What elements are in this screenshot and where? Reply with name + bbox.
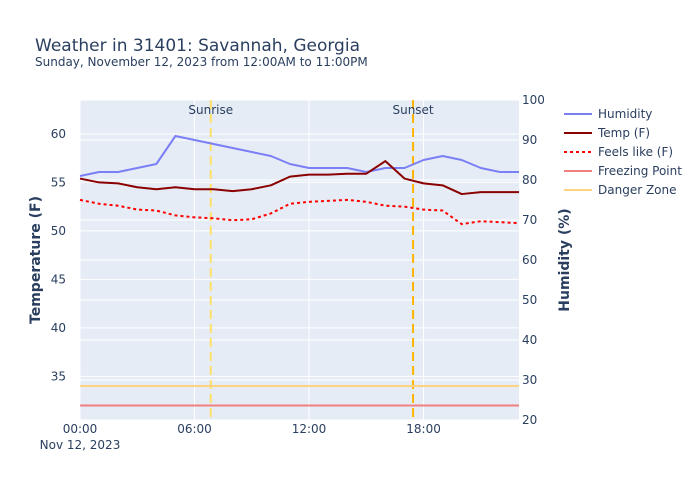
chart-title: Weather in 31401: Savannah, Georgia xyxy=(35,36,360,56)
series-feels-like-f-line xyxy=(79,198,520,226)
y-tick-label: 35 xyxy=(51,369,66,383)
y2-tick-label: 40 xyxy=(522,333,537,347)
chart-subtitle: Sunday, November 12, 2023 from 12:00AM t… xyxy=(35,55,368,69)
x-tick-sublabel: Nov 12, 2023 xyxy=(40,438,121,452)
legend-item-danger-zone[interactable]: Danger Zone xyxy=(598,183,677,197)
y-tick-label: 60 xyxy=(51,127,66,141)
legend: Humidity Temp (F) Feels like (F) Freezing P… xyxy=(564,107,682,197)
series-lines xyxy=(79,135,520,407)
x-tick-label: 00:00 xyxy=(63,422,98,436)
series-humidity-line xyxy=(79,135,519,177)
y2-tick-label: 90 xyxy=(522,133,537,147)
grid-lines xyxy=(79,99,519,421)
y-axis-ticks: 35 40 45 50 55 60 xyxy=(51,127,66,383)
legend-item-temp-f[interactable]: Temp (F) xyxy=(597,126,650,140)
x-tick-label: 18:00 xyxy=(406,422,441,436)
series-temp-f-line xyxy=(79,160,519,196)
x-tick-label: 12:00 xyxy=(292,422,327,436)
annotation-lines: Sunrise Sunset xyxy=(188,100,434,420)
legend-item-freezing-point[interactable]: Freezing Point xyxy=(598,164,682,178)
y2-tick-label: 30 xyxy=(522,373,537,387)
y-tick-label: 40 xyxy=(51,321,66,335)
legend-item-feels-like-f[interactable]: Feels like (F) xyxy=(598,145,673,159)
y-axis-title: Temperature (F) xyxy=(28,196,44,324)
legend-item-humidity[interactable]: Humidity xyxy=(598,107,652,121)
x-tick-label: 06:00 xyxy=(177,422,212,436)
sunset-label: Sunset xyxy=(392,103,433,117)
y2-tick-label: 50 xyxy=(522,293,537,307)
x-axis-ticks: 00:00 Nov 12, 2023 06:00 12:00 18:00 xyxy=(40,422,441,452)
sunrise-label: Sunrise xyxy=(188,103,233,117)
y2-axis-title: Humidity (%) xyxy=(557,208,573,311)
y2-tick-label: 60 xyxy=(522,253,537,267)
y-tick-label: 50 xyxy=(51,224,66,238)
y2-tick-label: 70 xyxy=(522,213,537,227)
y2-tick-label: 20 xyxy=(522,413,537,427)
y-tick-label: 45 xyxy=(51,272,66,286)
y2-axis-ticks: 20 30 40 50 60 70 80 90 100 xyxy=(522,93,545,427)
y2-tick-label: 80 xyxy=(522,173,537,187)
y-tick-label: 55 xyxy=(51,175,66,189)
y2-tick-label: 100 xyxy=(522,93,545,107)
